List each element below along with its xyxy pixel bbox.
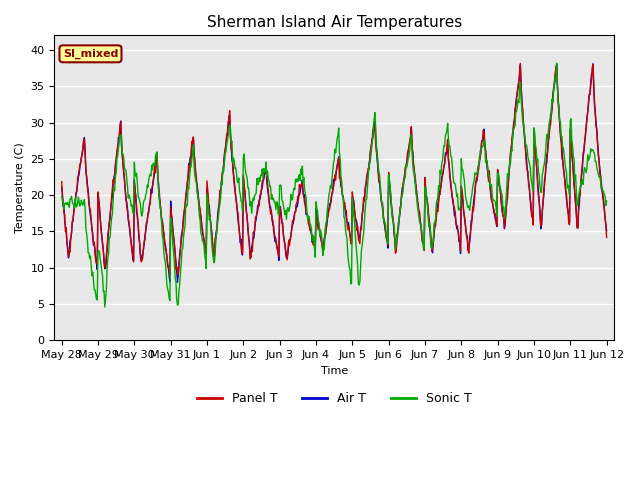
Legend: Panel T, Air T, Sonic T: Panel T, Air T, Sonic T <box>191 387 477 410</box>
Text: SI_mixed: SI_mixed <box>63 48 118 59</box>
X-axis label: Time: Time <box>321 366 348 376</box>
Y-axis label: Temperature (C): Temperature (C) <box>15 143 25 233</box>
Title: Sherman Island Air Temperatures: Sherman Island Air Temperatures <box>207 15 462 30</box>
